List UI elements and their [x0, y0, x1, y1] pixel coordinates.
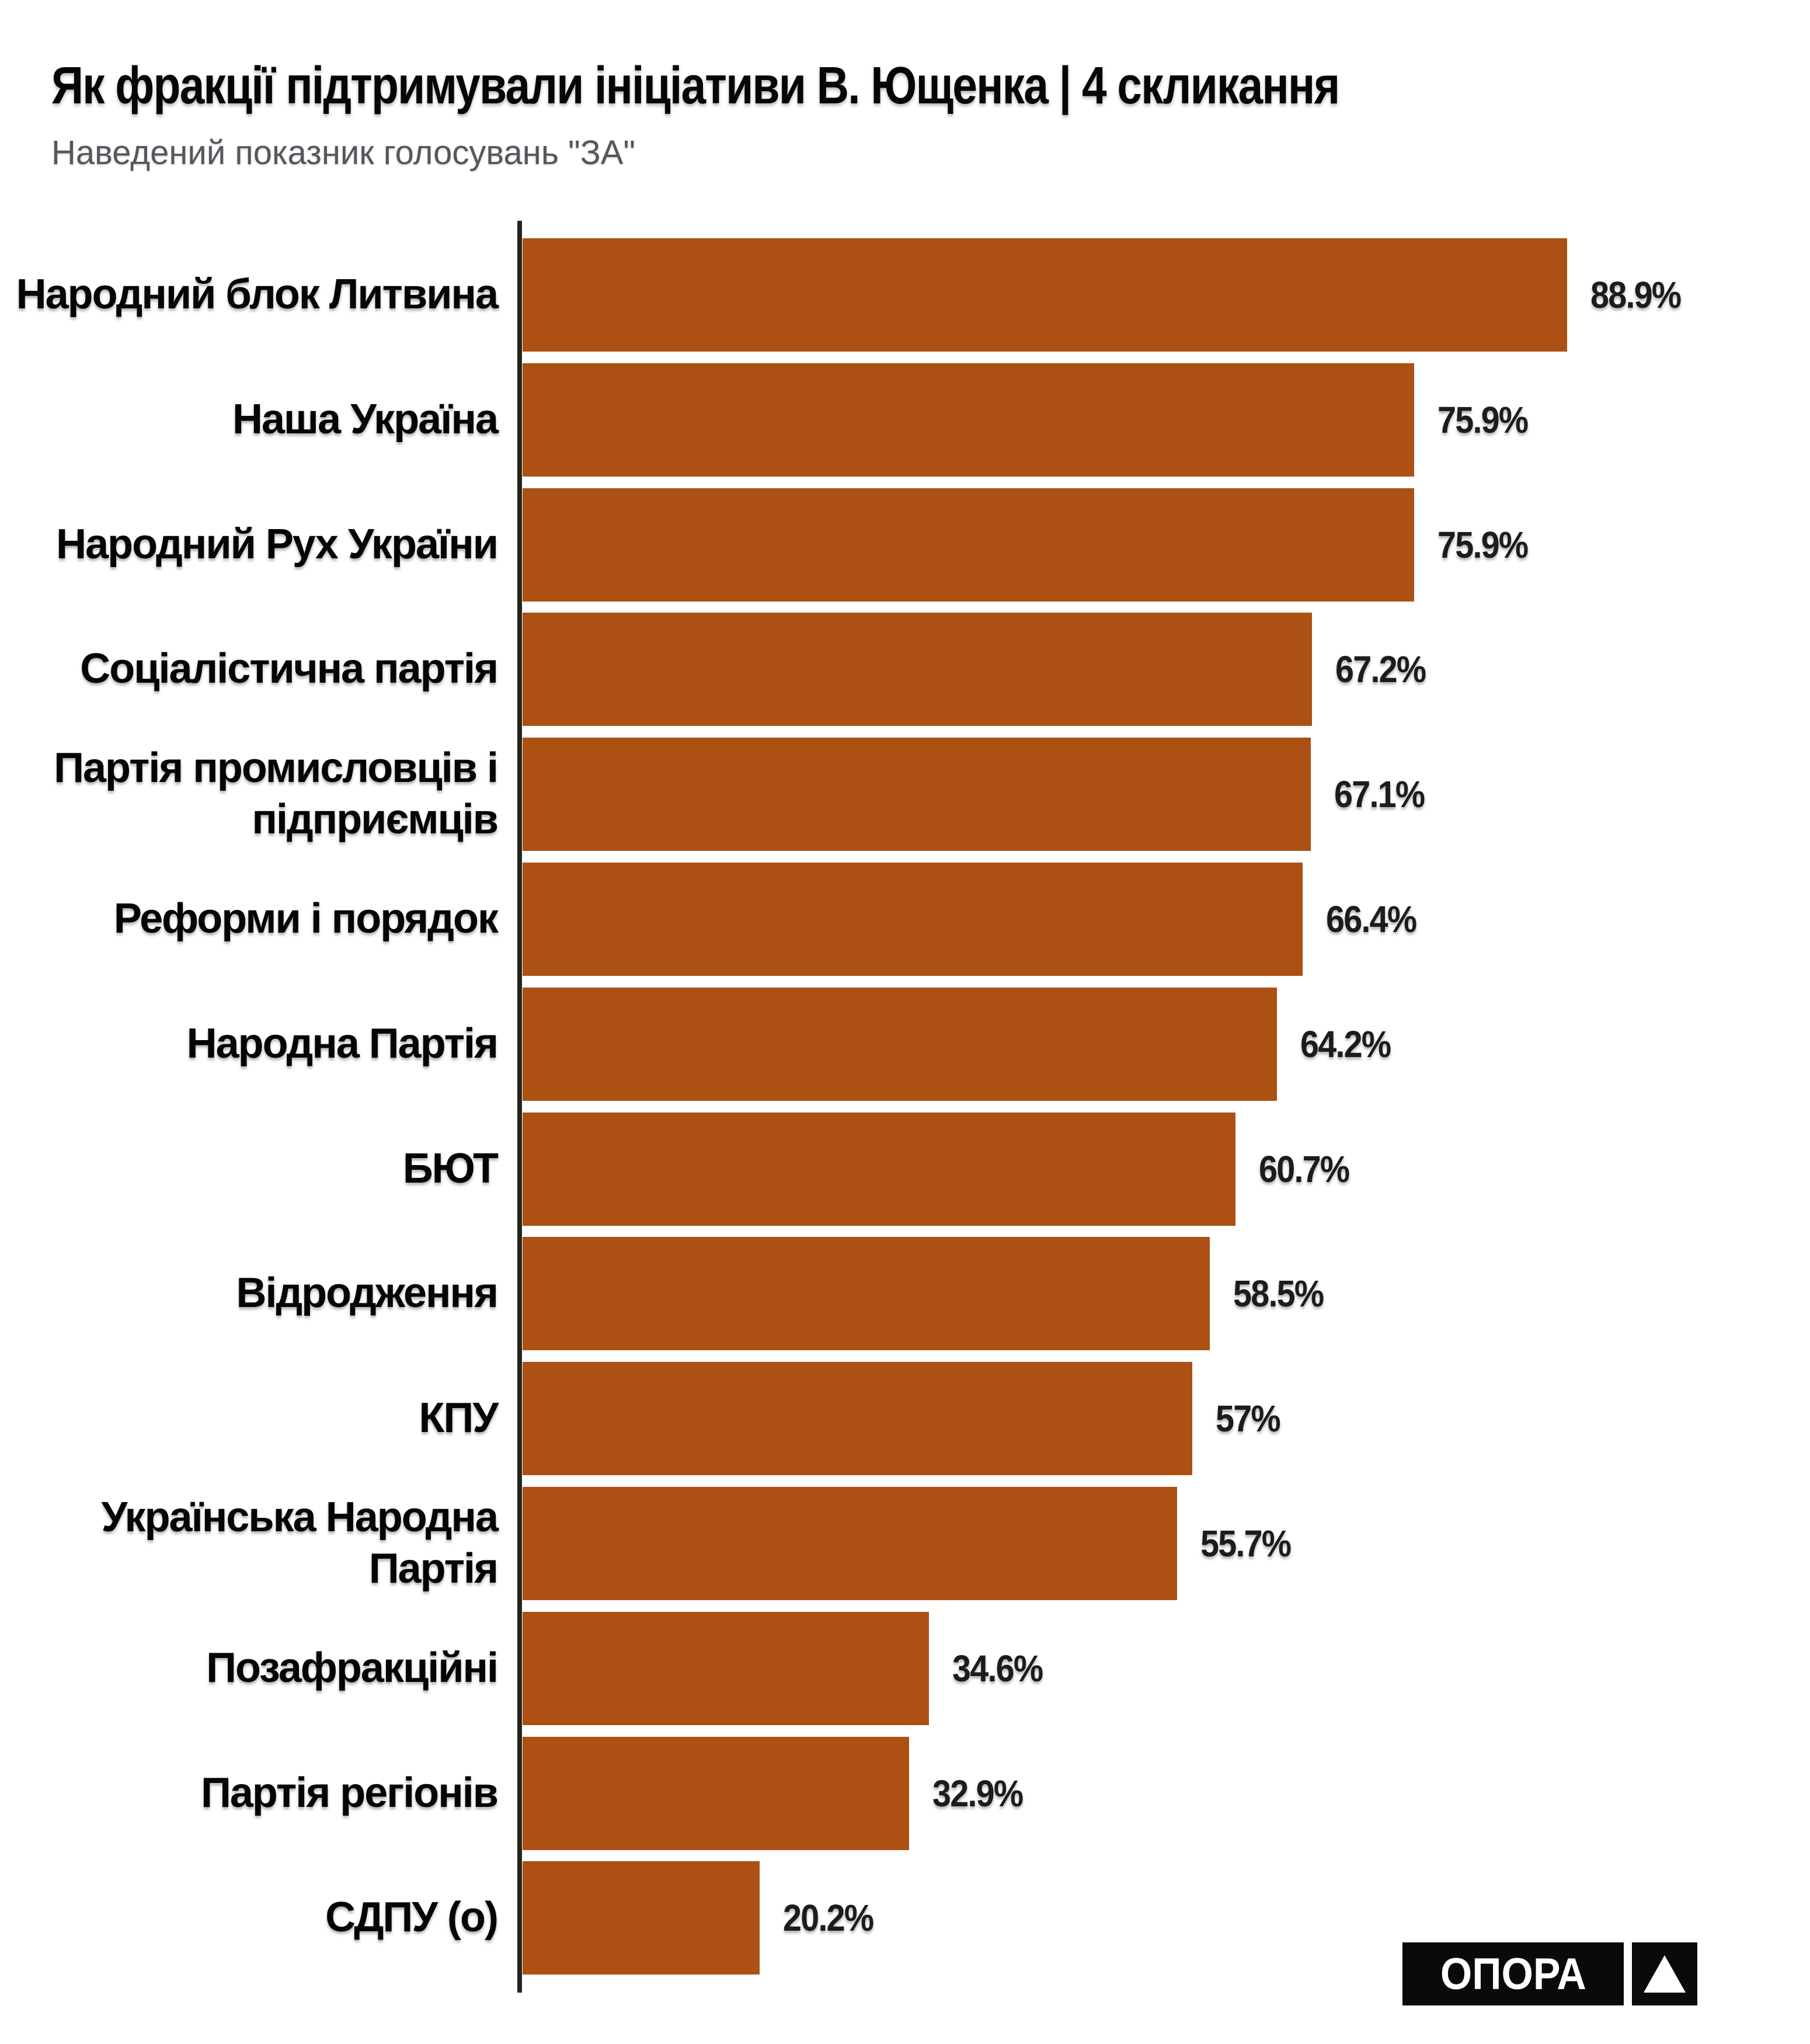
bar: [523, 1612, 929, 1725]
value-label: 67.1%: [1334, 773, 1425, 815]
value-label: 57%: [1216, 1398, 1281, 1440]
category-label: Народна Партія: [186, 1020, 499, 1068]
value-label: 75.9%: [1437, 524, 1529, 566]
table-row: Українська Народна Партія 55.7%: [0, 1487, 1810, 1600]
category-label: БЮТ: [402, 1145, 499, 1193]
value-label: 60.7%: [1259, 1148, 1350, 1190]
value-label: 67.2%: [1335, 648, 1426, 690]
category-label: Народний Рух України: [56, 521, 499, 568]
bar: [523, 1487, 1177, 1600]
value-label: 75.9%: [1437, 399, 1529, 441]
table-row: БЮТ 60.7%: [0, 1113, 1810, 1226]
bar: [523, 1237, 1210, 1350]
table-row: Наша Україна 75.9%: [0, 363, 1810, 477]
opora-logo-text: ОПОРА: [1440, 1949, 1586, 1999]
value-label: 20.2%: [783, 1897, 874, 1939]
table-row: Партія промисловців і підприємців 67.1%: [0, 738, 1810, 851]
opora-logo-icon-box: [1632, 1942, 1697, 2005]
opora-logo: ОПОРА: [1402, 1942, 1697, 2005]
value-label: 64.2%: [1300, 1023, 1391, 1065]
category-label: Українська Народна Партія: [101, 1494, 499, 1592]
category-label: Народний блок Литвина: [16, 271, 499, 318]
value-label: 88.9%: [1590, 274, 1682, 316]
bar: [523, 363, 1414, 477]
table-row: Народний блок Литвина 88.9%: [0, 238, 1810, 352]
page-title: Як фракції підтримували ініціативи В. Ющ…: [51, 57, 1340, 115]
value-label: 66.4%: [1326, 898, 1417, 940]
category-label: Реформи і порядок: [113, 895, 499, 943]
opora-logo-wordmark: ОПОРА: [1402, 1942, 1624, 2005]
y-axis-line: [517, 221, 522, 1993]
table-row: КПУ 57%: [0, 1362, 1810, 1475]
category-label: КПУ: [419, 1395, 499, 1442]
bar: [523, 1362, 1192, 1475]
category-label: Партія промисловців і підприємців: [54, 745, 499, 843]
category-label: Позафракційні: [206, 1645, 499, 1692]
bar: [523, 738, 1311, 851]
table-row: Соціалістична партія 67.2%: [0, 613, 1810, 726]
value-label: 58.5%: [1233, 1273, 1324, 1315]
value-label: 32.9%: [932, 1772, 1024, 1814]
bar: [523, 1861, 760, 1975]
category-label: Партія регіонів: [201, 1770, 499, 1817]
bar: [523, 1737, 909, 1850]
category-label: СДПУ (о): [325, 1894, 499, 1941]
table-row: Відродження 58.5%: [0, 1237, 1810, 1350]
value-label: 55.7%: [1200, 1522, 1292, 1565]
table-row: Реформи і порядок 66.4%: [0, 863, 1810, 976]
bar: [523, 988, 1277, 1101]
table-row: Народний Рух України 75.9%: [0, 488, 1810, 602]
table-row: Народна Партія 64.2%: [0, 988, 1810, 1101]
category-label: Соціалістична партія: [80, 645, 499, 693]
bar: [523, 613, 1312, 726]
value-label: 34.6%: [952, 1647, 1043, 1690]
table-row: СДПУ (о) 20.2%: [0, 1861, 1810, 1975]
table-row: Партія регіонів 32.9%: [0, 1737, 1810, 1850]
bar: [523, 238, 1567, 352]
category-label: Відродження: [236, 1270, 499, 1317]
category-label: Наша Україна: [232, 396, 499, 443]
page-subtitle: Наведений показник голосувань "ЗА": [51, 134, 636, 172]
bar: [523, 863, 1303, 976]
bar: [523, 1113, 1235, 1226]
table-row: Позафракційні 34.6%: [0, 1612, 1810, 1725]
bar: [523, 488, 1414, 602]
triangle-up-icon: [1644, 1955, 1686, 1993]
